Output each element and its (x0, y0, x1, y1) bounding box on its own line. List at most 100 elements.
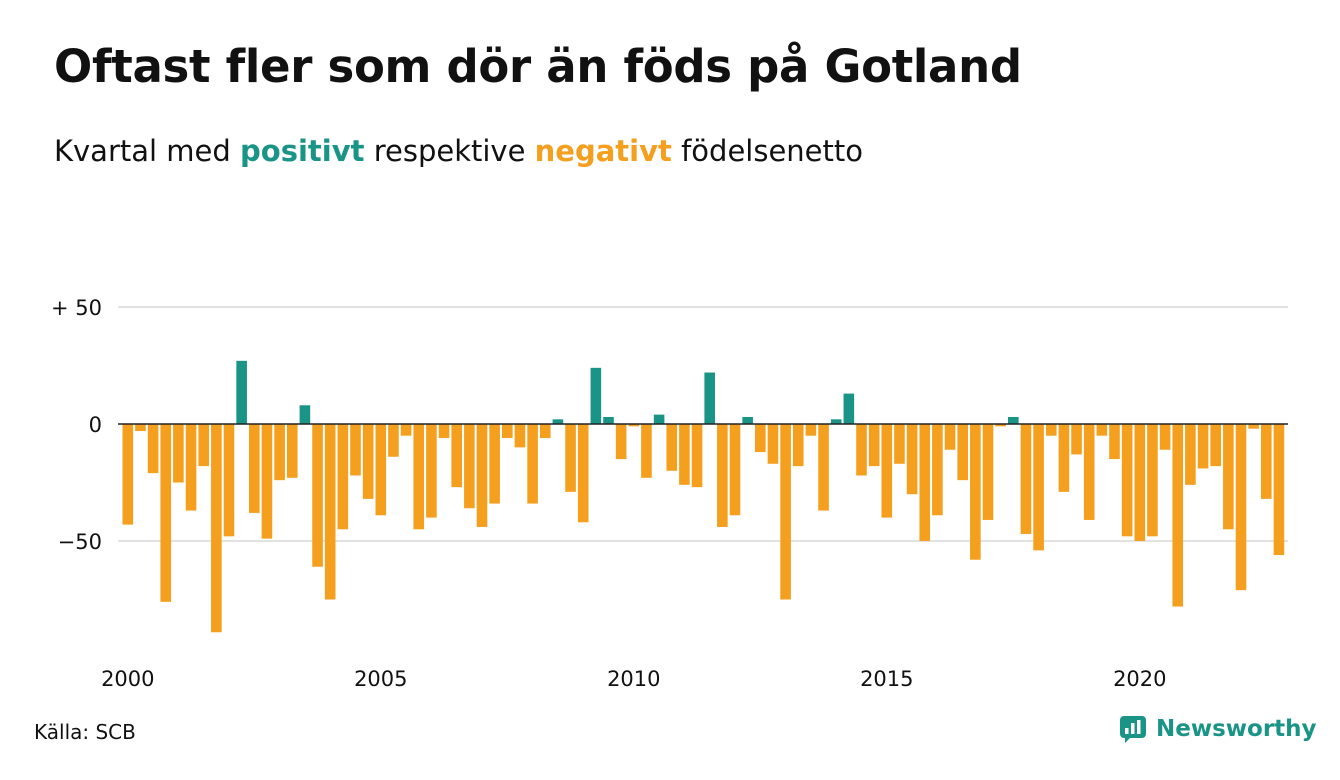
bar (1185, 424, 1196, 485)
bar (135, 424, 146, 432)
bar (1210, 424, 1221, 467)
bar (539, 424, 551, 439)
bar (527, 424, 538, 504)
bar (147, 424, 159, 474)
x-tick-label: 2010 (607, 667, 660, 691)
bar (286, 424, 298, 478)
bar (1045, 424, 1057, 436)
bar (185, 424, 197, 511)
source-note: Källa: SCB (34, 720, 136, 744)
bar (223, 424, 235, 537)
bar (1096, 424, 1108, 436)
bar (1121, 424, 1133, 537)
y-tick-label: + 50 (51, 296, 102, 320)
bar (198, 424, 209, 467)
bar (1261, 424, 1272, 499)
bar (1109, 424, 1120, 460)
bar (1020, 424, 1032, 534)
bar (628, 424, 640, 427)
bar (1058, 424, 1070, 492)
bar (173, 424, 184, 483)
bars (122, 360, 1285, 633)
bar (995, 424, 1006, 427)
bar (261, 424, 273, 539)
bar (957, 424, 968, 481)
bar (691, 424, 703, 488)
bar (1248, 424, 1259, 429)
x-tick-label: 2005 (354, 667, 407, 691)
bar (1008, 416, 1019, 424)
bar (830, 419, 842, 424)
bar (1033, 424, 1044, 551)
bar (755, 424, 766, 453)
bar (249, 424, 260, 513)
chart-title: Oftast fler som dör än föds på Gotland (54, 40, 1022, 93)
bar (1147, 424, 1158, 537)
bar (1159, 424, 1171, 450)
bar (1273, 424, 1285, 556)
subtitle-end: födelsenetto (681, 134, 863, 168)
bar (932, 424, 943, 516)
bar (780, 424, 791, 600)
bar (502, 424, 513, 439)
bar (641, 424, 652, 478)
bar (729, 424, 741, 516)
bar (653, 414, 665, 424)
bar (122, 424, 134, 525)
bar (906, 424, 918, 495)
bar (1223, 424, 1234, 530)
bar (818, 424, 829, 511)
brand-logo: Newsworthy (1118, 714, 1317, 744)
bar (679, 424, 690, 485)
bar (944, 424, 956, 450)
bar (805, 424, 817, 436)
bar (464, 424, 475, 509)
bar (274, 424, 285, 481)
bar (717, 424, 728, 527)
x-tick-label: 2015 (860, 667, 913, 691)
bar (1071, 424, 1082, 455)
bar (565, 424, 576, 492)
subtitle-intro: Kvartal med (54, 134, 231, 168)
subtitle-negative-word: negativt (534, 134, 672, 168)
bar (1172, 424, 1184, 607)
bar (350, 424, 361, 476)
axis-labels: + 50 0 −50 2000 2005 2010 2015 2020 (51, 296, 1167, 691)
bar (666, 424, 678, 471)
bar (211, 424, 222, 633)
bar (236, 360, 247, 424)
bar (970, 424, 981, 560)
bar (742, 416, 753, 424)
bar (590, 367, 602, 424)
bar (514, 424, 526, 448)
bar (388, 424, 399, 457)
y-tick-label: 0 (89, 413, 102, 437)
subtitle-positive-word: positivt (240, 134, 365, 168)
chart-subtitle: Kvartal med positivt respektive negativt… (54, 134, 863, 168)
bar (704, 372, 715, 424)
bar (426, 424, 437, 518)
newsworthy-logo-icon (1120, 716, 1146, 743)
bar (324, 424, 336, 600)
x-tick-label: 2000 (101, 667, 154, 691)
x-tick-label: 2020 (1113, 667, 1166, 691)
bar (337, 424, 349, 530)
bar (856, 424, 867, 476)
bar (312, 424, 323, 567)
subtitle-middle: respektive (373, 134, 526, 168)
bar (792, 424, 804, 467)
bar (362, 424, 374, 499)
bar (843, 393, 855, 424)
bar (451, 424, 462, 488)
y-tick-label: −50 (58, 530, 102, 554)
bar (881, 424, 893, 518)
bar (160, 424, 172, 602)
bar (1134, 424, 1146, 541)
bar (894, 424, 905, 464)
bar (615, 424, 627, 460)
bar (919, 424, 931, 541)
bar (400, 424, 412, 436)
bar (1235, 424, 1247, 591)
bar (577, 424, 589, 523)
